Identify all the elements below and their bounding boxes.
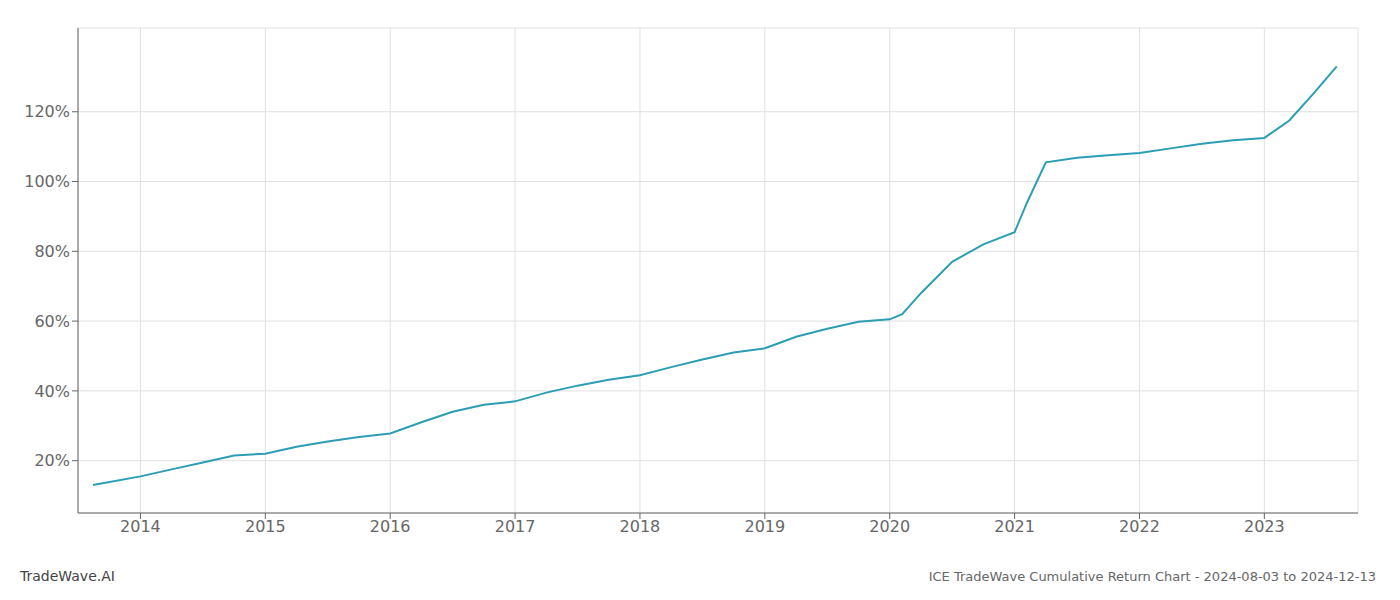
svg-text:2021: 2021 xyxy=(994,517,1035,536)
svg-text:2015: 2015 xyxy=(245,517,286,536)
html-text:ICE TradeWave Cumulative Retur: ICE TradeWave Cumulative Return Chart - … xyxy=(928,569,1376,584)
svg-text:20%: 20% xyxy=(34,451,70,470)
svg-text:40%: 40% xyxy=(34,382,70,401)
html-text:TradeWave.AI: TradeWave.AI xyxy=(20,568,115,584)
svg-text:80%: 80% xyxy=(34,242,70,261)
svg-text:2017: 2017 xyxy=(495,517,536,536)
svg-text:100%: 100% xyxy=(24,172,70,191)
svg-text:2018: 2018 xyxy=(620,517,661,536)
svg-text:2019: 2019 xyxy=(744,517,785,536)
svg-text:2023: 2023 xyxy=(1244,517,1285,536)
svg-text:120%: 120% xyxy=(24,102,70,121)
svg-text:60%: 60% xyxy=(34,312,70,331)
svg-text:2016: 2016 xyxy=(370,517,411,536)
svg-text:2022: 2022 xyxy=(1119,517,1160,536)
svg-text:2020: 2020 xyxy=(869,517,910,536)
svg-text:2014: 2014 xyxy=(120,517,161,536)
